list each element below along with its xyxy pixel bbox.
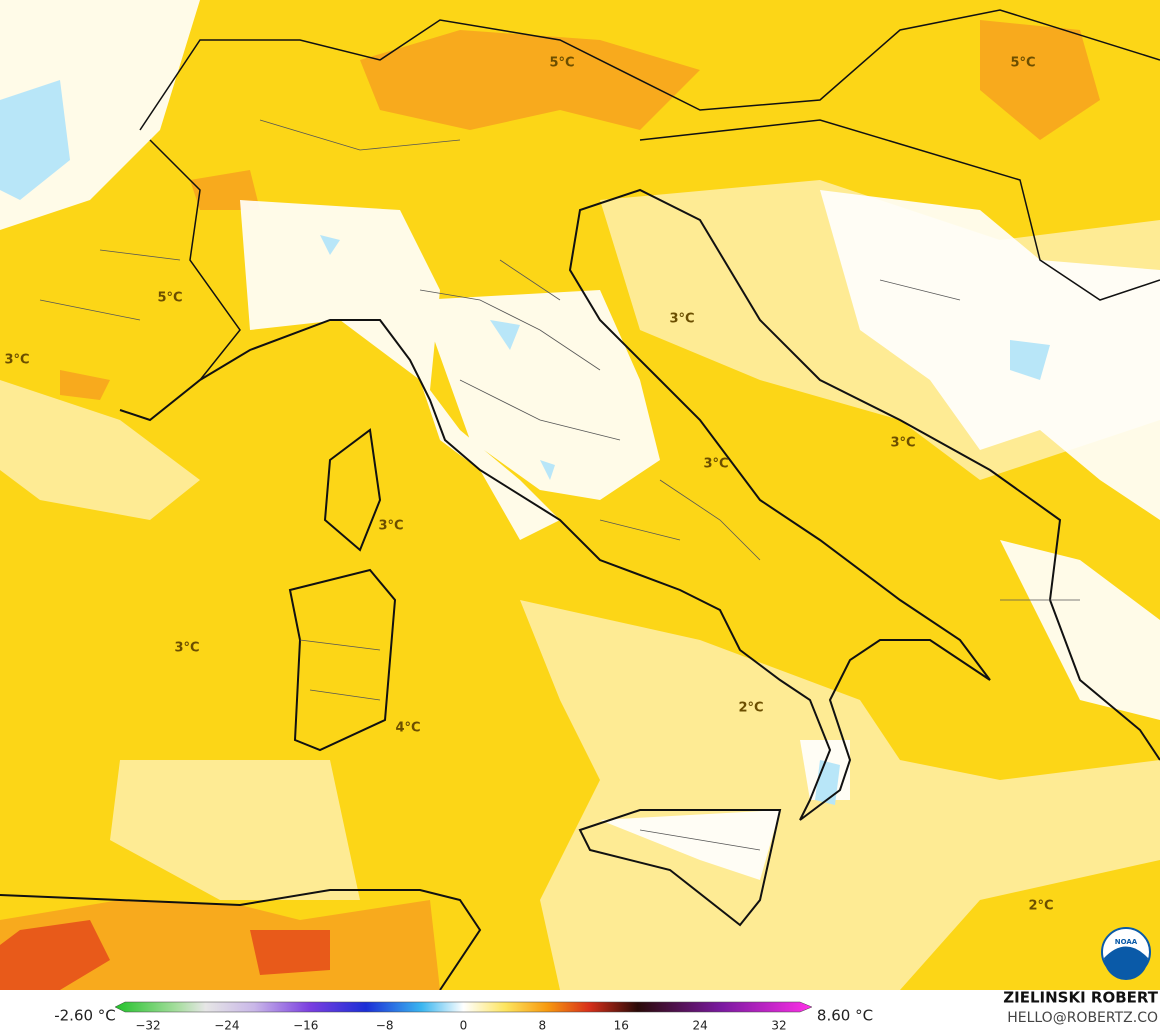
colorbar-tick-label: −16 — [293, 1019, 318, 1033]
contour-label: 3°C — [174, 641, 199, 656]
colorbar-max: 8.60 °C — [817, 1007, 873, 1025]
contour-label: 3°C — [669, 312, 694, 327]
colorbar-tick-label: 0 — [460, 1019, 468, 1033]
contour-label: 3°C — [703, 457, 728, 472]
light-zone — [0, 180, 1160, 990]
hot-zone — [0, 920, 330, 990]
colorbar-tick-label: 16 — [614, 1019, 629, 1033]
contour-label: 5°C — [549, 56, 574, 71]
colorbar-tick-label: 32 — [771, 1019, 786, 1033]
neutral-zone — [0, 0, 1160, 880]
coastline — [0, 9, 1160, 991]
logo-text: NOAA — [1115, 938, 1138, 946]
noaa-logo: NOAA — [1101, 927, 1151, 980]
contour-label: 3°C — [378, 519, 403, 534]
author-email: HELLO@ROBERTZ.CO — [1007, 1010, 1158, 1026]
colorbar-ticks: −32 −24 −16 −8 0 8 16 24 32 — [135, 1019, 786, 1033]
contour-label: 2°C — [1028, 899, 1053, 914]
footer — [0, 990, 1160, 1035]
colorbar-tick-label: −32 — [135, 1019, 160, 1033]
author-name: ZIELINSKI ROBERT — [1003, 989, 1158, 1007]
colorbar-tick-label: −24 — [214, 1019, 239, 1033]
contour-label: 3°C — [890, 436, 915, 451]
colorbar-tick-label: 8 — [539, 1019, 547, 1033]
contour-label: 4°C — [395, 721, 420, 736]
colorbar-tick-label: −8 — [376, 1019, 394, 1033]
contour-label: 5°C — [157, 291, 182, 306]
colorbar-tick-label: 24 — [692, 1019, 707, 1033]
colorbar-min: -2.60 °C — [54, 1007, 116, 1025]
colorbar — [114, 1001, 813, 1013]
contour-label: 2°C — [738, 701, 763, 716]
contour-label: 3°C — [4, 353, 29, 368]
contour-label: 5°C — [1010, 56, 1035, 71]
region-borders — [39, 119, 1080, 851]
